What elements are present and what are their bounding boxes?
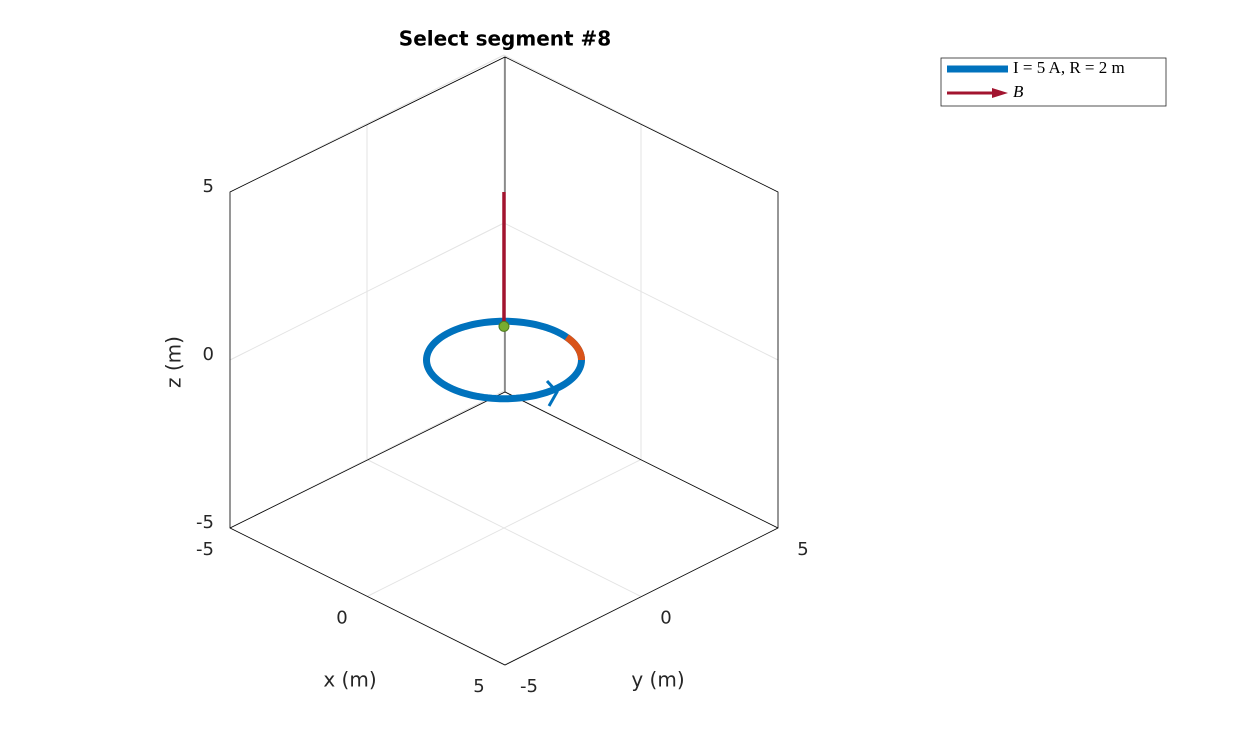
legend-label: I = 5 A, R = 2 m — [1013, 58, 1125, 77]
y-tick-label: -5 — [520, 676, 538, 697]
x-tick-label: 5 — [473, 676, 484, 697]
grid-line — [229, 222, 505, 361]
selected-segment — [564, 334, 585, 360]
y-tick-label: 5 — [797, 539, 808, 560]
chart-title: Select segment #8 — [399, 27, 611, 51]
z-tick-label: -5 — [196, 512, 214, 533]
x-tick-label: -5 — [196, 539, 214, 560]
direction-arrow — [545, 379, 559, 407]
legend-arrowhead — [992, 88, 1008, 98]
x-axis-label: x (m) — [323, 668, 376, 692]
z-axis-label: z (m) — [162, 336, 186, 388]
z-tick-label: 0 — [203, 344, 214, 365]
x-tick-label: 0 — [336, 608, 347, 629]
y-tick-label: 0 — [660, 608, 671, 629]
grid-line — [366, 459, 642, 597]
legend: I = 5 A, R = 2 m B — [940, 57, 1167, 107]
legend-label: B — [1013, 82, 1024, 101]
y-axis-label: y (m) — [631, 668, 684, 692]
plot-area — [422, 192, 586, 403]
z-tick-label: 5 — [203, 176, 214, 197]
grid-line — [503, 222, 779, 361]
observation-point — [498, 320, 510, 332]
